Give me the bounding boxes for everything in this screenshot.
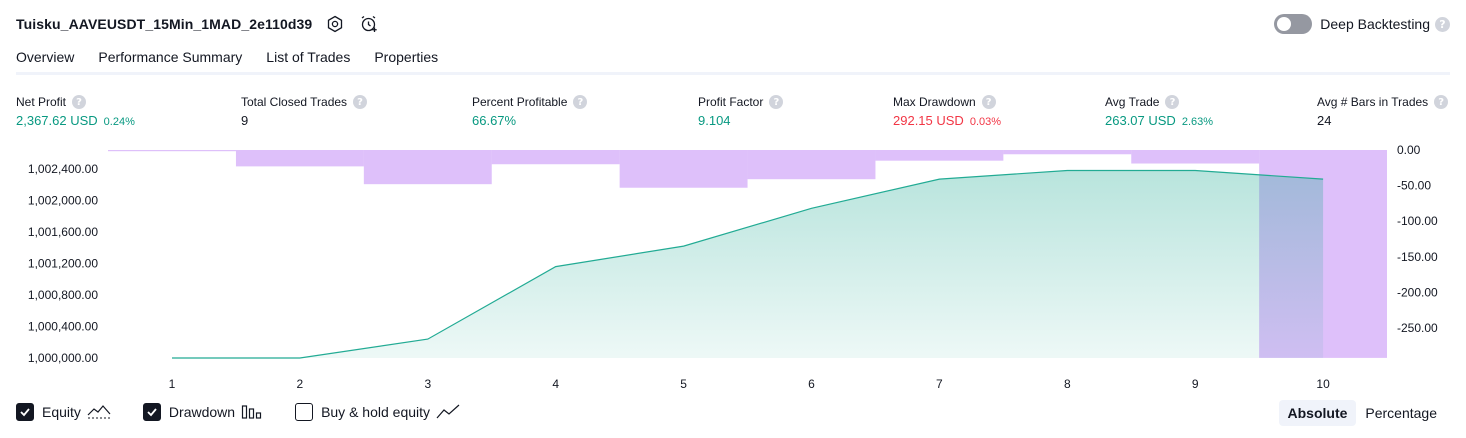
strategy-title: Tuisku_AAVEUSDT_15Min_1MAD_2e110d39 — [16, 16, 313, 32]
deep-backtesting: Deep Backtesting ? — [1274, 12, 1450, 36]
x-axis-tick-label: 3 — [424, 377, 431, 391]
equity-area — [172, 170, 1324, 358]
metric-percent: 0.03% — [969, 116, 1002, 128]
x-axis-tick-label: 9 — [1192, 377, 1199, 391]
metric-profit-factor: Profit Factor? 9.104 — [698, 94, 784, 129]
drawdown-bars-icon — [241, 403, 263, 421]
tab-performance-summary[interactable]: Performance Summary — [98, 49, 243, 65]
drawdown-bar — [491, 150, 620, 165]
tab-overview[interactable]: Overview — [16, 47, 75, 75]
legend-label: Equity — [42, 404, 81, 420]
x-axis-tick-label: 8 — [1064, 377, 1071, 391]
checkbox-checked-icon[interactable] — [16, 403, 34, 421]
drawdown-bar — [747, 150, 876, 180]
left-axis-tick-label: 1,000,800.00 — [28, 288, 98, 302]
metric-avg-bars-in-trades: Avg # Bars in Trades? 24 — [1317, 94, 1449, 129]
help-icon[interactable]: ? — [72, 95, 87, 109]
metric-label: Max Drawdown — [893, 95, 976, 109]
help-icon[interactable]: ? — [1434, 95, 1449, 109]
deep-backtesting-toggle[interactable] — [1274, 14, 1313, 34]
help-icon[interactable]: ? — [769, 95, 784, 109]
legend-buy-hold-equity[interactable]: Buy & hold equity — [295, 403, 460, 421]
metric-net-profit: Net Profit? 2,367.62 USD 0.24% — [16, 94, 135, 129]
right-axis-tick-label: -100.00 — [1397, 214, 1438, 228]
metric-label: Percent Profitable — [472, 95, 568, 109]
metric-value: 24 — [1317, 113, 1332, 128]
tab-list-of-trades[interactable]: List of Trades — [266, 49, 351, 65]
left-axis-tick-label: 1,001,600.00 — [28, 225, 98, 239]
left-axis-tick-label: 1,000,000.00 — [28, 351, 98, 365]
add-alert-icon[interactable] — [358, 13, 380, 35]
legend-equity[interactable]: Equity — [16, 403, 111, 421]
help-icon[interactable]: ? — [353, 95, 368, 109]
checkbox-unchecked-icon[interactable] — [295, 403, 314, 421]
metric-value: 263.07 USD — [1105, 113, 1176, 128]
metric-value: 2,367.62 USD — [16, 113, 98, 128]
percentage-button[interactable]: Percentage — [1365, 405, 1437, 421]
tab-properties[interactable]: Properties — [374, 49, 439, 65]
drawdown-bar — [108, 150, 236, 152]
scale-mode-switch: Absolute Percentage — [1278, 400, 1447, 426]
left-axis-tick-label: 1,002,400.00 — [28, 162, 98, 176]
x-axis-tick-label: 5 — [680, 377, 687, 391]
legend-label: Drawdown — [168, 404, 236, 420]
absolute-button[interactable]: Absolute — [1278, 400, 1357, 426]
drawdown-bar — [235, 150, 364, 167]
x-axis-tick-label: 1 — [169, 377, 176, 391]
chart-legend: Equity Drawdown Buy & hold equity — [16, 403, 492, 421]
x-axis-tick-label: 10 — [1316, 377, 1330, 391]
equity-line-icon — [87, 403, 111, 421]
right-axis-tick-label: 0.00 — [1397, 143, 1421, 157]
metric-max-drawdown: Max Drawdown? 292.15 USD 0.03% — [893, 94, 1001, 129]
x-axis-tick-label: 4 — [552, 377, 559, 391]
drawdown-bar — [875, 150, 1004, 161]
left-axis-tick-label: 1,002,000.00 — [28, 193, 98, 207]
help-icon[interactable]: ? — [1165, 95, 1180, 109]
metric-percent-profitable: Percent Profitable? 66.67% — [472, 94, 588, 129]
equity-drawdown-chart[interactable]: 1,000,000.00 1,000,400.00 1,000,800.00 1,00… — [0, 140, 1466, 398]
right-axis-tick-label: -250.00 — [1397, 321, 1438, 335]
metric-percent: 0.24% — [103, 116, 135, 128]
right-axis-tick-label: -50.00 — [1397, 179, 1431, 193]
metric-value: 9 — [241, 113, 249, 128]
left-axis-tick-label: 1,001,200.00 — [28, 256, 98, 270]
drawdown-bar — [363, 150, 492, 185]
metric-label: Avg # Bars in Trades — [1317, 95, 1429, 109]
strategy-header: Tuisku_AAVEUSDT_15Min_1MAD_2e110d39 — [16, 12, 380, 36]
metric-percent: 2.63% — [1181, 116, 1214, 128]
metric-total-closed-trades: Total Closed Trades? 9 — [241, 94, 368, 129]
drawdown-bar — [1131, 150, 1260, 164]
x-axis-tick-label: 6 — [808, 377, 815, 391]
metric-label: Total Closed Trades — [241, 95, 348, 109]
metric-value: 292.15 USD — [893, 113, 964, 128]
drawdown-bar — [619, 150, 748, 188]
help-icon[interactable]: ? — [1435, 16, 1450, 32]
tab-bar: Overview Performance Summary List of Tra… — [16, 47, 462, 75]
metric-avg-trade: Avg Trade? 263.07 USD 2.63% — [1105, 94, 1213, 129]
metric-value: 9.104 — [698, 113, 731, 128]
left-axis-tick-label: 1,000,400.00 — [28, 319, 98, 333]
equity-line — [172, 169, 1324, 359]
metric-label: Net Profit — [16, 95, 67, 109]
right-axis-tick-label: -150.00 — [1397, 250, 1438, 264]
tabs-divider — [16, 72, 1450, 75]
metric-label: Profit Factor — [698, 95, 764, 109]
checkbox-checked-icon[interactable] — [142, 403, 161, 421]
metric-label: Avg Trade — [1105, 95, 1160, 109]
x-axis-tick-label: 7 — [936, 377, 943, 391]
drawdown-bar — [1003, 150, 1132, 155]
right-axis-tick-label: -200.00 — [1397, 285, 1438, 299]
help-icon[interactable]: ? — [981, 95, 996, 109]
gear-icon[interactable] — [324, 13, 346, 35]
buy-hold-line-icon — [436, 403, 460, 421]
legend-drawdown[interactable]: Drawdown — [142, 403, 263, 421]
metric-value: 66.67% — [472, 113, 517, 128]
x-axis-tick-label: 2 — [297, 377, 304, 391]
help-icon[interactable]: ? — [573, 95, 588, 109]
deep-backtesting-label: Deep Backtesting — [1320, 16, 1430, 32]
legend-label: Buy & hold equity — [321, 404, 431, 420]
